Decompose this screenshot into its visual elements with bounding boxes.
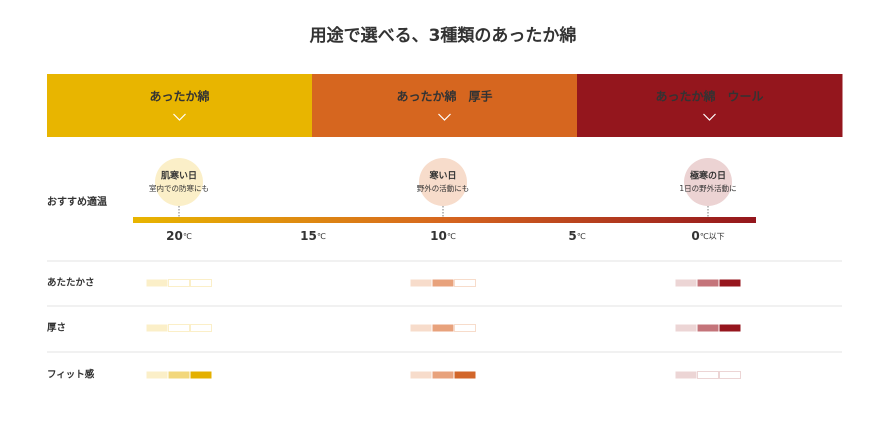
scale-unit: ℃以下: [700, 232, 725, 241]
rating-segment-filled: [146, 324, 168, 332]
rating-segment-filled: [675, 279, 697, 287]
rating-segment-filled: [410, 279, 432, 287]
chevron-icon: [438, 113, 451, 121]
bubble: [684, 158, 732, 206]
scale-number: 20: [166, 229, 183, 243]
bubble-text: 野外の活動にも: [417, 183, 470, 193]
rating-segment-filled: [675, 324, 697, 332]
bubble-title: 寒い日: [428, 170, 456, 182]
rating-segment-filled: [410, 324, 432, 332]
temperature-bar: [133, 217, 756, 223]
rating-segment-filled: [410, 371, 432, 379]
rating-segment-empty: [697, 371, 719, 379]
scale-unit: ℃: [317, 232, 326, 241]
rating-segment-filled: [697, 279, 719, 287]
rating-segment-empty: [719, 371, 741, 379]
bubble-title: 肌寒い日: [160, 170, 197, 182]
scale-number: 0: [691, 229, 699, 243]
scale-unit: ℃: [183, 232, 192, 241]
rating-segment-empty: [190, 279, 212, 287]
tab-label: あったか綿 厚手: [396, 89, 492, 104]
rating-segment-filled: [432, 371, 454, 379]
scale-label: 10℃: [430, 229, 456, 243]
chevron-icon: [173, 113, 186, 121]
section-title: 用途で選べる、3種類のあったか綿: [310, 25, 577, 46]
rating-segment-empty: [168, 279, 190, 287]
chevron-icon: [703, 113, 716, 121]
rating-segment-empty: [454, 324, 476, 332]
scale-unit: ℃: [447, 232, 456, 241]
rating-segment-filled: [697, 324, 719, 332]
tab-label: あったか綿 ウール: [655, 89, 763, 104]
product-tab[interactable]: [312, 74, 578, 137]
row-label: 厚さ: [47, 323, 66, 334]
rating-segment-filled: [432, 279, 454, 287]
rating-segment-empty: [168, 324, 190, 332]
row-label: おすすめ適温: [47, 195, 107, 208]
rating-segment-empty: [454, 279, 476, 287]
scale-number: 5: [568, 229, 576, 243]
product-tab[interactable]: [577, 74, 843, 137]
scale-label: 5℃: [568, 229, 585, 243]
product-tab[interactable]: [47, 74, 313, 137]
bubble: [155, 158, 203, 206]
rating-segment-filled: [146, 279, 168, 287]
rating-segment-filled: [190, 371, 212, 379]
scale-unit: ℃: [577, 232, 586, 241]
rating-segment-filled: [675, 371, 697, 379]
scale-label: 20℃: [166, 229, 192, 243]
scale-number: 15: [300, 229, 317, 243]
rating-segment-filled: [719, 324, 741, 332]
bubble-title: 極寒の日: [690, 170, 726, 182]
rating-segment-filled: [719, 279, 741, 287]
row-label: フィット感: [47, 369, 95, 381]
rating-segment-filled: [454, 371, 476, 379]
rating-segment-filled: [432, 324, 454, 332]
rating-segment-empty: [190, 324, 212, 332]
scale-label: 0℃以下: [691, 229, 724, 243]
bubble-text: 1日の野外活動に: [679, 183, 736, 193]
row-label: あたたかさ: [47, 277, 95, 289]
scale-number: 10: [430, 229, 447, 243]
scale-label: 15℃: [300, 229, 326, 243]
rating-segment-filled: [168, 371, 190, 379]
bubble-text: 室内での防寒にも: [149, 183, 209, 193]
rating-segment-filled: [146, 371, 168, 379]
tab-label: あったか綿: [149, 89, 209, 104]
bubble: [419, 158, 467, 206]
